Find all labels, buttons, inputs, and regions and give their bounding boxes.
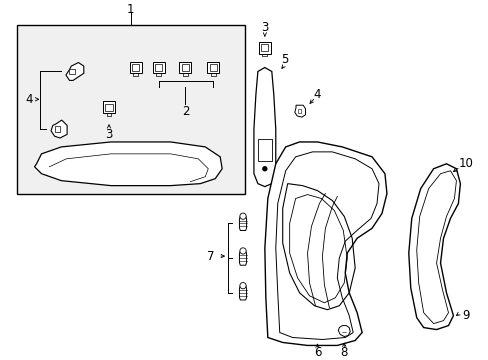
Bar — [179, 62, 191, 73]
Text: 4: 4 — [313, 88, 321, 101]
Bar — [105, 104, 112, 111]
Bar — [257, 139, 271, 161]
PathPatch shape — [408, 164, 460, 329]
PathPatch shape — [338, 325, 349, 337]
Circle shape — [240, 283, 245, 289]
Text: 5: 5 — [281, 53, 288, 66]
Bar — [17, 25, 244, 194]
Text: 6: 6 — [313, 346, 321, 359]
Bar — [207, 62, 219, 73]
Bar — [103, 101, 115, 113]
Bar — [130, 62, 142, 73]
Circle shape — [263, 167, 266, 171]
PathPatch shape — [264, 142, 386, 346]
Text: 9: 9 — [462, 309, 469, 322]
Bar — [209, 64, 216, 71]
Bar — [261, 44, 268, 51]
Bar — [55, 126, 60, 132]
PathPatch shape — [35, 142, 222, 186]
PathPatch shape — [66, 63, 83, 80]
Bar — [152, 62, 164, 73]
Bar — [132, 64, 139, 71]
PathPatch shape — [51, 120, 67, 138]
Text: 3: 3 — [261, 21, 268, 34]
Text: 4: 4 — [26, 93, 33, 106]
Text: 8: 8 — [340, 346, 347, 359]
Bar — [297, 109, 301, 113]
Circle shape — [240, 248, 245, 254]
Text: 7: 7 — [206, 249, 214, 262]
Text: 3: 3 — [105, 127, 112, 140]
PathPatch shape — [239, 216, 246, 230]
PathPatch shape — [239, 251, 246, 265]
PathPatch shape — [239, 286, 246, 300]
Text: 2: 2 — [182, 105, 189, 118]
Circle shape — [240, 213, 245, 219]
Bar — [182, 64, 189, 71]
Bar — [258, 42, 270, 54]
PathPatch shape — [294, 105, 305, 117]
PathPatch shape — [253, 67, 275, 186]
Bar — [69, 69, 75, 74]
Text: 1: 1 — [127, 4, 134, 17]
Text: 10: 10 — [458, 157, 473, 170]
Bar — [155, 64, 162, 71]
